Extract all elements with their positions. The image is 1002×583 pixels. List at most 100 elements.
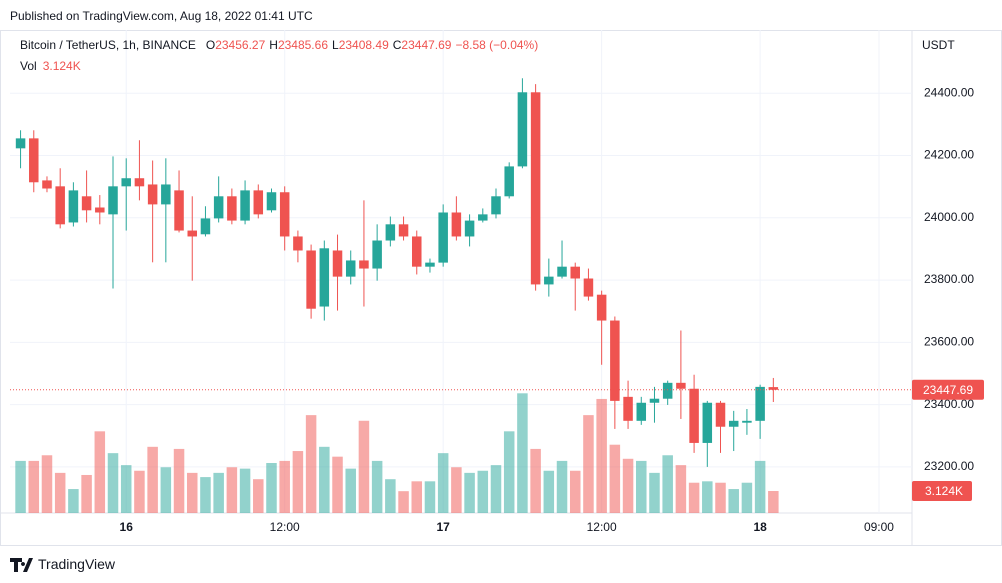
- candle-body: [412, 236, 422, 267]
- x-tick-label: 12:00: [270, 520, 300, 534]
- candle-body: [755, 386, 765, 421]
- volume-bar: [517, 393, 528, 513]
- volume-bar: [649, 472, 660, 513]
- volume-bar: [728, 489, 739, 513]
- legend-key: O: [205, 38, 216, 52]
- legend-key: C: [392, 38, 402, 52]
- y-tick-label: 24200.00: [924, 148, 974, 162]
- volume-bar: [332, 456, 343, 513]
- candle-body: [398, 224, 409, 237]
- volume-bar: [702, 481, 713, 513]
- candle-body: [240, 190, 250, 221]
- volume-bar: [503, 431, 515, 513]
- candle-body: [332, 250, 343, 277]
- volume-bar: [200, 477, 211, 513]
- candle-body: [530, 92, 541, 285]
- volume-bar: [54, 472, 66, 513]
- volume-bar: [94, 431, 106, 513]
- candle-body: [478, 214, 488, 221]
- volume-bar: [424, 481, 436, 513]
- candle-body: [121, 178, 131, 187]
- candle-body: [504, 166, 514, 197]
- candle-body: [636, 402, 647, 421]
- volume-bar: [134, 470, 145, 513]
- legend: Bitcoin / TetherUS, 1h, BINANCE O 23456.2…: [20, 38, 538, 52]
- volume-bar: [107, 453, 119, 513]
- candle-body: [279, 192, 290, 237]
- y-tick-label: 23400.00: [924, 397, 974, 411]
- volume-bar: [583, 415, 594, 513]
- candle-body: [55, 186, 65, 225]
- y-tick-label: 24000.00: [924, 210, 974, 224]
- volume-bar: [490, 465, 502, 513]
- x-tick-label: 18: [753, 520, 767, 534]
- x-tick-label: 17: [436, 520, 450, 534]
- volume-bar: [239, 468, 251, 513]
- candle-body: [557, 266, 567, 277]
- y-tick-label: 23600.00: [924, 335, 974, 349]
- volume-bar: [147, 446, 158, 513]
- candle-body: [438, 212, 448, 263]
- candle-body: [161, 184, 171, 205]
- volume-bar: [437, 453, 449, 513]
- legend-change: −8.58 (−0.04%): [455, 38, 539, 52]
- candle-body: [768, 387, 779, 390]
- candle-body: [742, 420, 752, 423]
- volume-bar: [596, 398, 607, 513]
- candle-body: [95, 207, 105, 213]
- y-tick-label: 23800.00: [924, 272, 974, 286]
- legend-value: 23485.66: [277, 38, 328, 52]
- volume-bar: [741, 482, 753, 513]
- x-tick-label: 12:00: [587, 520, 617, 534]
- volume-bar: [81, 474, 92, 513]
- candle-body: [319, 248, 330, 307]
- candle-body: [610, 320, 620, 401]
- volume-bar: [622, 458, 634, 513]
- volume-value: 3.124K: [42, 59, 81, 73]
- candle-body: [108, 186, 118, 215]
- candle-body: [425, 262, 435, 267]
- volume-bar: [28, 460, 40, 513]
- volume-bar: [464, 472, 475, 513]
- candle-body: [306, 250, 316, 309]
- volume-bar: [398, 491, 409, 513]
- candle-body: [200, 218, 211, 235]
- legend-value: 23456.27: [215, 38, 266, 52]
- y-tick-label: 23200.00: [924, 459, 974, 473]
- candle-body: [147, 184, 158, 205]
- volume-bar: [15, 460, 26, 513]
- candle-body: [544, 276, 554, 285]
- candle-body: [728, 420, 739, 427]
- legend-key: H: [269, 38, 278, 52]
- last-price-label: 23447.69: [923, 383, 973, 397]
- candle-body: [491, 196, 501, 215]
- candle-body: [451, 212, 462, 237]
- volume-bar: [754, 460, 766, 513]
- volume-bar: [556, 460, 568, 513]
- candle-body: [213, 196, 224, 219]
- volume-name: Vol: [20, 59, 37, 73]
- volume-legend: Vol 3.124K: [20, 59, 81, 73]
- volume-bar: [160, 467, 172, 513]
- brand-logo: [10, 558, 33, 572]
- volume-bar: [451, 467, 462, 513]
- volume-bar: [226, 467, 238, 513]
- volume-bar: [371, 460, 383, 513]
- legend-key: L: [332, 38, 339, 52]
- candle-body: [715, 402, 726, 427]
- volume-bar: [305, 415, 317, 513]
- candle-body: [345, 260, 356, 277]
- candle-body: [266, 192, 277, 211]
- candle-body: [187, 230, 198, 237]
- candle-body: [570, 266, 580, 279]
- candle-body: [293, 236, 303, 251]
- candle-body: [227, 196, 237, 221]
- volume-bar: [120, 465, 132, 513]
- volume-bar: [266, 463, 277, 513]
- symbol: Bitcoin / TetherUS, 1h, BINANCE: [20, 38, 196, 52]
- volume-bar: [662, 455, 673, 513]
- volume-bar: [385, 479, 396, 513]
- last-price-tag: [912, 379, 984, 400]
